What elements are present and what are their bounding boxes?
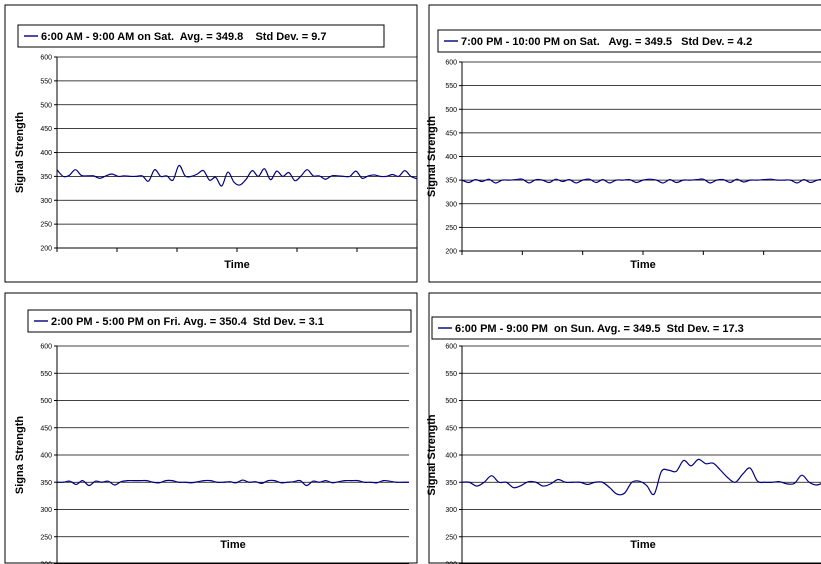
y-tick-label-350: 350 (40, 174, 52, 181)
chart-svg: 200 250 300 350 400 450 500 550 600 6:00 PM - 9:0… (426, 292, 821, 564)
y-tick-label-250: 250 (40, 222, 52, 229)
series-line-0 (56, 479, 409, 487)
legend-box (437, 29, 821, 53)
y-tick-label-350: 350 (40, 480, 52, 487)
y-tick-label-450: 450 (40, 126, 52, 133)
chart-svg: 200 250 300 350 400 450 500 550 600 7:00 PM - 10:… (426, 4, 821, 283)
x-axis-label: Time (630, 539, 655, 551)
y-tick-label-600: 600 (445, 344, 457, 351)
y-tick-label-300: 300 (445, 201, 457, 208)
series-line-0 (461, 458, 821, 496)
y-tick-label-400: 400 (445, 453, 457, 460)
y-axis-label: Signal Strength (426, 414, 438, 496)
y-tick-label-450: 450 (445, 130, 457, 137)
y-tick-label-400: 400 (445, 154, 457, 161)
legend-box (27, 309, 412, 333)
y-tick-label-500: 500 (40, 102, 52, 109)
y-tick-label-500: 500 (445, 398, 457, 405)
chart-panel-sun-evening: 200 250 300 350 400 450 500 550 600 6:00 PM - 9:0… (424, 288, 821, 564)
chart-panel-fri-afternoon: 200 250 300 350 400 450 500 550 600 2:00 PM - 5:0… (0, 288, 420, 564)
y-tick-label-200: 200 (445, 249, 457, 256)
y-tick-label-600: 600 (40, 344, 52, 351)
y-tick-label-550: 550 (445, 83, 457, 90)
y-tick-label-600: 600 (40, 55, 52, 62)
series-line-0 (56, 164, 418, 187)
y-tick-label-300: 300 (40, 507, 52, 514)
legend-title: 6:00 AM - 9:00 AM on Sat. Avg. = 349.8 S… (41, 31, 326, 43)
legend-box (17, 24, 385, 48)
y-tick-label-200: 200 (40, 246, 52, 253)
chart-frame (4, 4, 418, 283)
y-tick-label-550: 550 (40, 371, 52, 378)
legend-title: 7:00 PM - 10:00 PM on Sat. Avg. = 349.5 … (461, 36, 752, 48)
y-tick-label-300: 300 (445, 507, 457, 514)
x-axis-label: Time (224, 259, 249, 271)
y-tick-label-300: 300 (40, 198, 52, 205)
x-axis-label: Time (220, 539, 245, 551)
y-tick-label-200: 200 (40, 562, 52, 564)
y-tick-label-200: 200 (445, 562, 457, 564)
y-tick-label-550: 550 (445, 371, 457, 378)
y-tick-label-450: 450 (40, 425, 52, 432)
y-tick-label-350: 350 (445, 178, 457, 185)
y-tick-label-400: 400 (40, 453, 52, 460)
y-tick-label-500: 500 (40, 398, 52, 405)
x-axis-label: Time (630, 259, 655, 271)
chart-svg: 200 250 300 350 400 450 500 550 600 6:00 AM - 9:0… (4, 4, 418, 283)
y-tick-label-600: 600 (445, 60, 457, 67)
y-axis-label: Signal Strength (14, 112, 26, 194)
y-axis-label: Signa Strength (14, 416, 26, 495)
legend-title: 2:00 PM - 5:00 PM on Fri. Avg. = 350.4 S… (51, 316, 324, 328)
y-tick-label-550: 550 (40, 78, 52, 85)
y-tick-label-450: 450 (445, 425, 457, 432)
legend-box (431, 316, 821, 340)
y-tick-label-350: 350 (445, 480, 457, 487)
y-axis-label: Signal Strength (426, 116, 438, 198)
y-tick-label-500: 500 (445, 107, 457, 114)
series-line-0 (461, 178, 821, 184)
y-tick-label-400: 400 (40, 150, 52, 157)
chart-panel-sat-morning: 200 250 300 350 400 450 500 550 600 6:00 AM - 9:0… (0, 0, 420, 284)
chart-panel-sat-evening: 200 250 300 350 400 450 500 550 600 7:00 PM - 10:… (424, 0, 821, 284)
y-tick-label-250: 250 (445, 534, 457, 541)
y-tick-label-250: 250 (40, 534, 52, 541)
chart-svg: 200 250 300 350 400 450 500 550 600 2:00 PM - 5:0… (4, 292, 418, 564)
y-tick-label-250: 250 (445, 225, 457, 232)
legend-title: 6:00 PM - 9:00 PM on Sun. Avg. = 349.5 S… (455, 323, 744, 335)
